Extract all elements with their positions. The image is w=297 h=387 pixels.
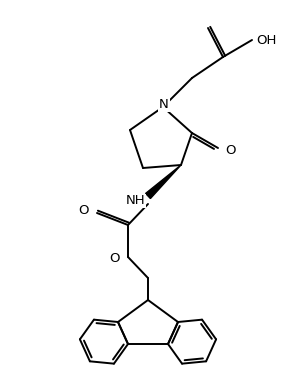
Polygon shape: [146, 165, 181, 199]
Text: O: O: [110, 252, 120, 265]
Text: N: N: [159, 99, 169, 111]
Text: OH: OH: [256, 34, 277, 46]
Text: NH: NH: [125, 195, 145, 207]
Text: O: O: [78, 204, 89, 217]
Text: O: O: [225, 144, 236, 156]
